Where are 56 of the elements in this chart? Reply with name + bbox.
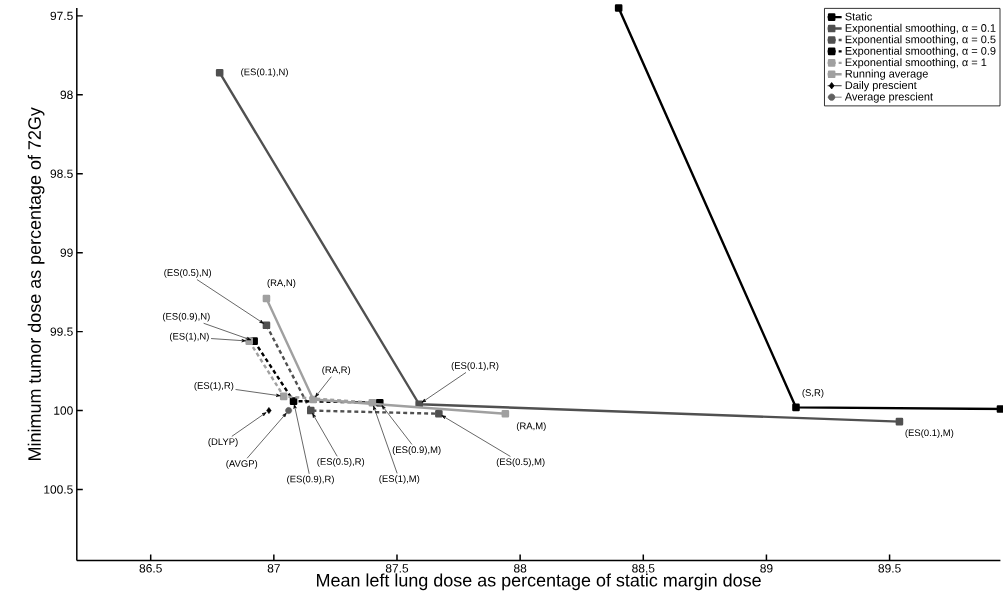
- annotation: (ES(1),N): [169, 332, 209, 342]
- annotation: (ES(0.5),R): [317, 457, 365, 467]
- annotation: (ES(1),R): [194, 381, 234, 391]
- y-axis-title: Minimum tumor dose as percentage of 72Gy: [27, 107, 45, 460]
- point: [285, 406, 293, 414]
- annotation: (AVGP): [226, 459, 258, 469]
- legend-label: Exponential smoothing, α = 1: [845, 57, 987, 69]
- y-tick-label: 100.5: [44, 485, 73, 494]
- annotation: (S,R): [802, 388, 824, 398]
- legend-label: Average prescient: [844, 92, 933, 103]
- annotation: (ES(0.9),R): [287, 475, 334, 485]
- y-tick-label: 98.5: [50, 169, 73, 178]
- annotation: (ES(0.1),N): [241, 68, 288, 77]
- x-tick-label: 89: [760, 563, 773, 573]
- point: [501, 409, 510, 418]
- x-tick-label: 87: [267, 563, 280, 573]
- point: [279, 392, 288, 400]
- point: [262, 294, 271, 303]
- x-tick-label: 86.5: [139, 563, 162, 573]
- point: [215, 68, 224, 77]
- legend-label: Daily prescient: [845, 80, 917, 92]
- point: [614, 3, 623, 12]
- annotation: (RA,N): [267, 278, 296, 288]
- legend-label: Exponential smoothing, α = 0.5: [845, 35, 996, 46]
- annotation: (ES(0.9),N): [162, 312, 210, 322]
- annotation: (RA,R): [322, 365, 351, 375]
- annotation: (DLYP): [208, 437, 238, 447]
- annotation: (ES(0.5),N): [164, 268, 212, 278]
- point: [266, 406, 272, 414]
- y-tick-label: 97.5: [50, 11, 73, 20]
- point: [262, 321, 271, 329]
- legend-label: Running average: [845, 69, 928, 80]
- annotation: (ES(1),M): [379, 474, 420, 484]
- x-tick-label: 88: [514, 563, 527, 573]
- annotation: (ES(0.5),M): [496, 457, 545, 467]
- legend-label: Static: [845, 12, 872, 21]
- point: [895, 417, 904, 426]
- annotation: (ES(0.1),R): [451, 361, 499, 371]
- y-tick-label: 100: [54, 406, 73, 415]
- y-tick-label: 99.5: [50, 327, 73, 336]
- legend-label: Exponential smoothing, α = 0.9: [845, 46, 996, 57]
- legend-label: Exponential smoothing, α = 0.1: [845, 23, 996, 34]
- x-tick-label: 87.5: [385, 563, 409, 573]
- point: [307, 406, 315, 415]
- y-tick-label: 98: [60, 90, 73, 99]
- point: [289, 397, 298, 405]
- x-tick-label: 88.5: [632, 563, 655, 573]
- annotation: (RA,M): [516, 422, 546, 431]
- y-tick-label: 99: [60, 248, 73, 257]
- x-tick-label: 89.5: [878, 563, 901, 573]
- annotation: (ES(0.9),M): [392, 445, 441, 455]
- point: [435, 409, 443, 418]
- annotation: (ES(0.1),M): [905, 428, 954, 438]
- point: [309, 395, 318, 404]
- x-axis-title: Mean left lung dose as percentage of static margin dose: [317, 573, 761, 590]
- point: [792, 403, 800, 411]
